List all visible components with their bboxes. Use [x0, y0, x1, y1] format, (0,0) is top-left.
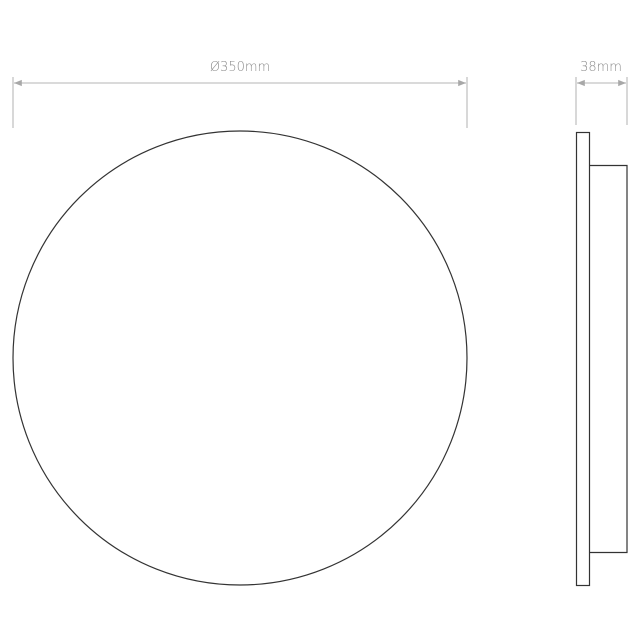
depth-label: 38mm: [580, 60, 622, 75]
side-view-body: [589, 164, 628, 554]
diameter-dimension: Ø350mm: [12, 60, 468, 128]
side-view-plate: [575, 131, 591, 587]
front-view-disc: [12, 130, 468, 586]
diameter-label: Ø350mm: [210, 60, 270, 75]
side-view-profile: [575, 131, 628, 587]
depth-dimension: 38mm: [575, 60, 628, 125]
